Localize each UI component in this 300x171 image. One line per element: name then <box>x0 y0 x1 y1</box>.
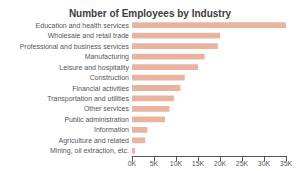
svg-text:Wholesale and retail trade: Wholesale and retail trade <box>48 32 129 39</box>
svg-text:15K: 15K <box>192 160 205 167</box>
svg-text:Number of Employees by Industr: Number of Employees by Industry <box>69 8 232 19</box>
svg-text:25K: 25K <box>236 160 249 167</box>
svg-text:Mining, oil extraction, etc.: Mining, oil extraction, etc. <box>50 147 129 155</box>
svg-text:Financial activities: Financial activities <box>72 85 129 92</box>
svg-text:Manufacturing: Manufacturing <box>85 53 129 61</box>
svg-text:Leisure and hospitality: Leisure and hospitality <box>59 64 129 72</box>
svg-text:20K: 20K <box>214 160 227 167</box>
svg-text:0K: 0K <box>128 160 137 167</box>
svg-text:Public administration: Public administration <box>64 116 129 123</box>
svg-text:30K: 30K <box>258 160 271 167</box>
svg-text:Information: Information <box>94 126 129 133</box>
svg-text:5K: 5K <box>150 160 159 167</box>
svg-text:Education and health services: Education and health services <box>36 22 130 29</box>
svg-text:Other services: Other services <box>84 105 130 112</box>
svg-text:Agriculture and related: Agriculture and related <box>59 137 130 145</box>
svg-text:Transportation and utilities: Transportation and utilities <box>47 95 129 103</box>
svg-text:10K: 10K <box>170 160 183 167</box>
svg-text:Construction: Construction <box>90 74 129 81</box>
svg-text:Professional and business serv: Professional and business services <box>20 43 130 50</box>
svg-text:35K: 35K <box>280 160 293 167</box>
